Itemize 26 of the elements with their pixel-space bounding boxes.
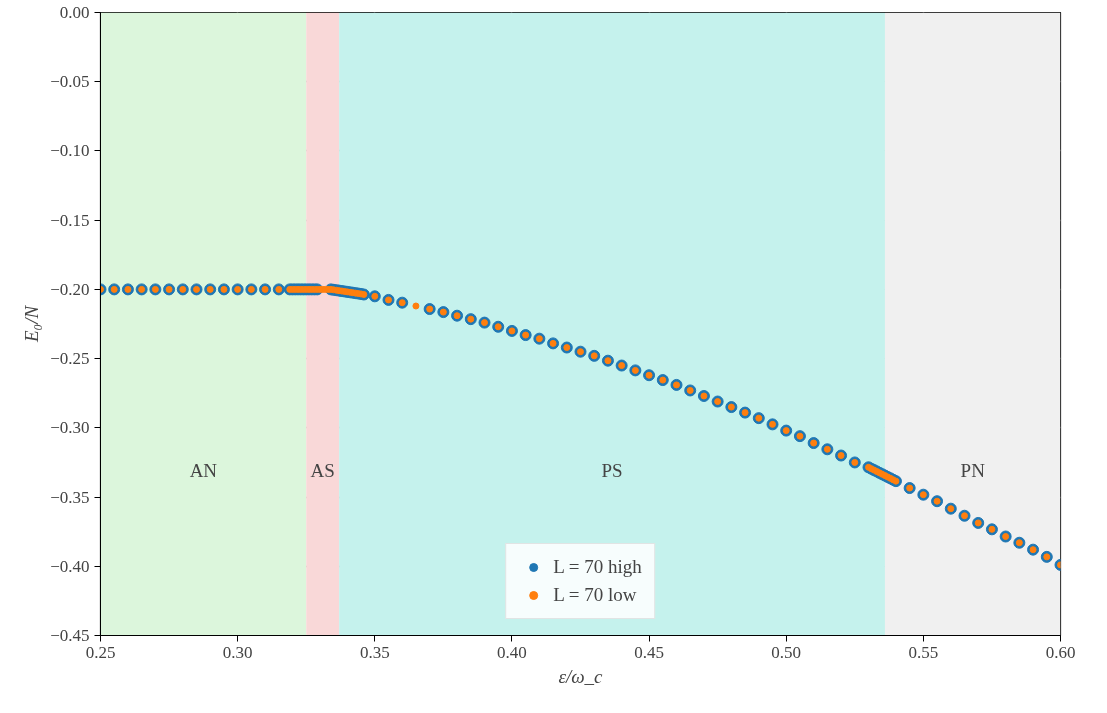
- x-tick-label: 0.60: [1045, 642, 1076, 662]
- y-tick-label: −0.30: [50, 418, 90, 438]
- legend-label: L = 70 low: [553, 584, 637, 606]
- x-tick-label: 0.35: [359, 642, 390, 662]
- x-tick-label: 0.40: [497, 642, 527, 662]
- x-tick-label: 0.55: [908, 642, 939, 662]
- band-label: AN: [189, 459, 218, 481]
- y-axis-title: E₀/N: [21, 304, 43, 344]
- x-tick-label: 0.50: [771, 642, 802, 662]
- y-tick-label: −0.15: [50, 210, 90, 230]
- band-label: PN: [960, 459, 986, 481]
- x-tick-label: 0.25: [85, 642, 116, 662]
- y-tick-label: −0.35: [50, 487, 90, 507]
- legend-label: L = 70 high: [553, 556, 642, 578]
- y-tick-label: −0.25: [50, 349, 90, 369]
- x-tick-label: 0.45: [634, 642, 664, 662]
- y-tick-label: −0.45: [50, 626, 90, 645]
- band-label: PS: [601, 459, 623, 481]
- y-tick-label: −0.10: [50, 141, 90, 161]
- x-tick-label: 0.30: [222, 642, 253, 662]
- y-tick-label: 0.00: [59, 3, 90, 22]
- y-tick-label: −0.05: [50, 72, 90, 92]
- y-tick-label: −0.40: [50, 556, 90, 576]
- x-axis-title: ε/ω_c: [558, 665, 604, 687]
- y-tick-label: −0.20: [50, 279, 90, 299]
- band-label: AS: [310, 459, 335, 481]
